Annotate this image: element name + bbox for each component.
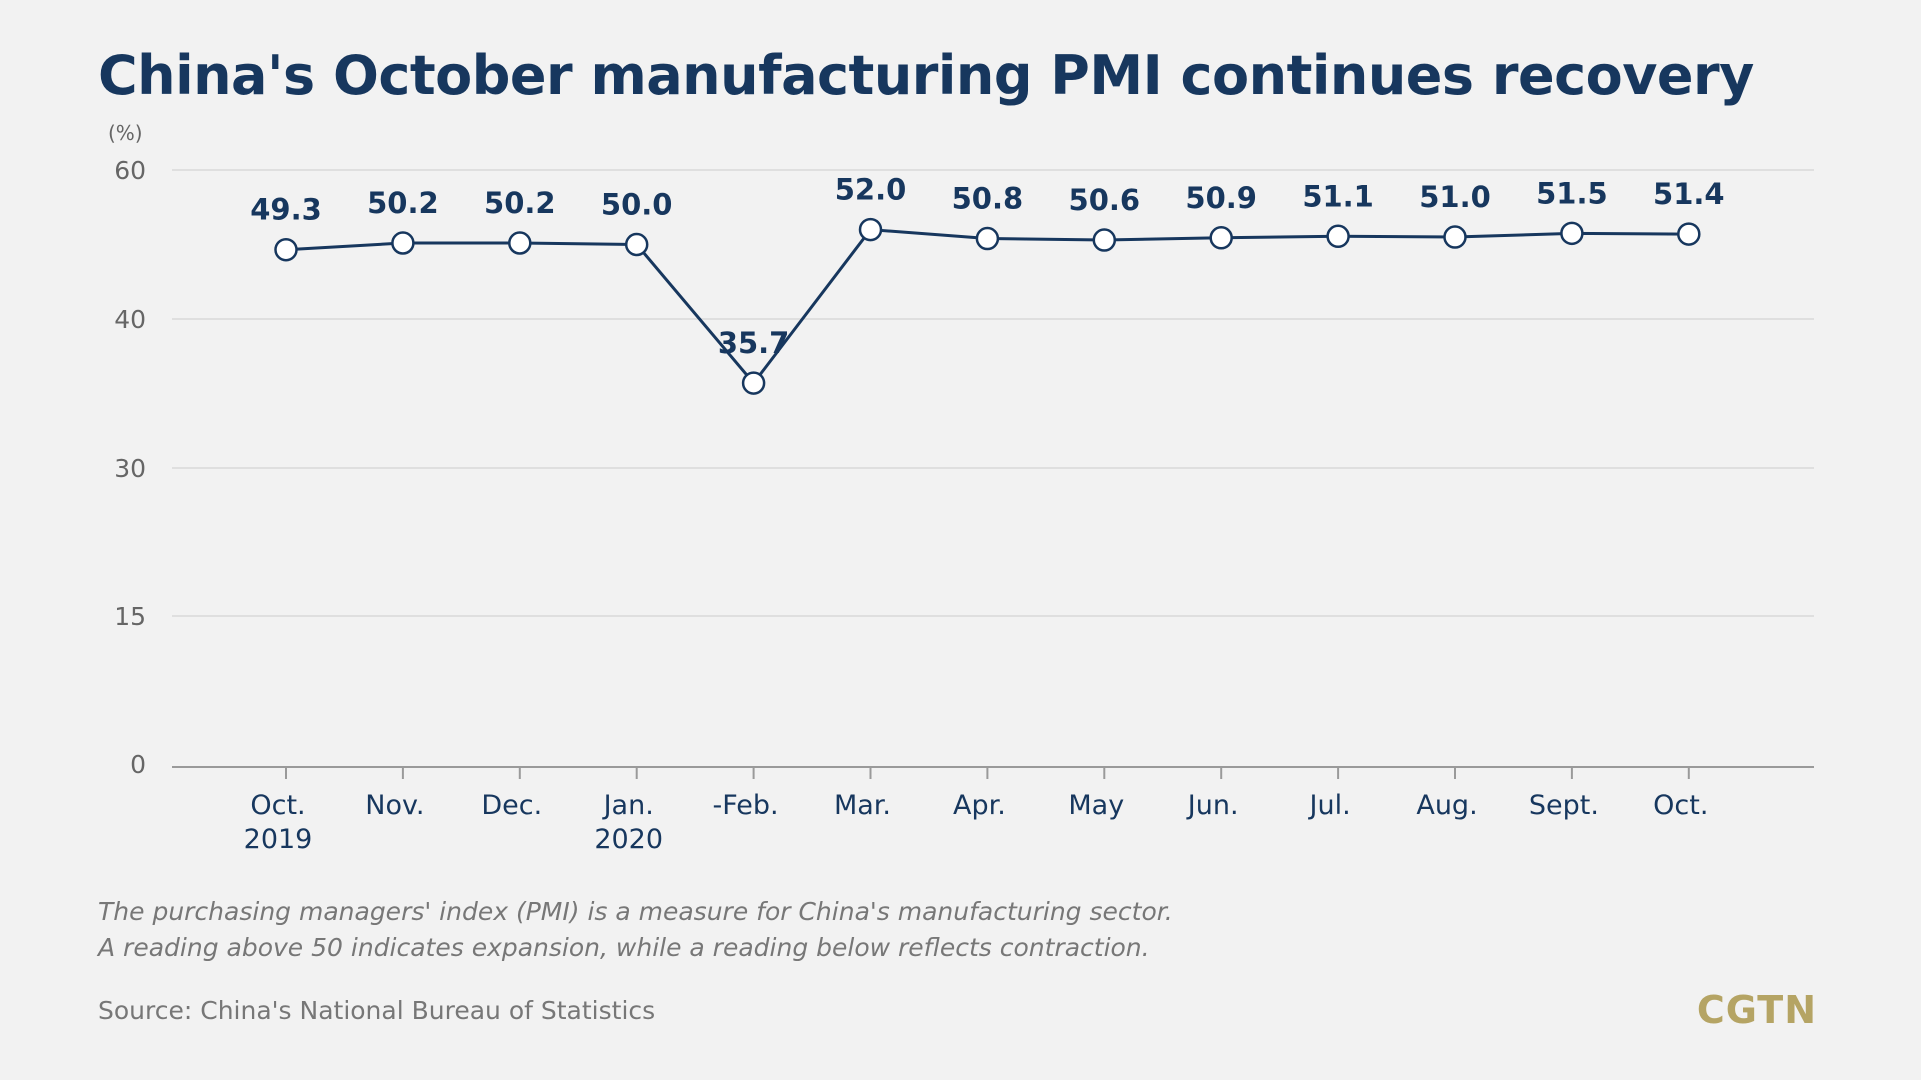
x-tick-label: Oct. (1653, 790, 1708, 821)
data-label: 51.5 (1536, 176, 1608, 210)
data-label: 51.1 (1302, 179, 1374, 213)
x-tick-label: Nov. (365, 790, 424, 821)
data-point (741, 371, 766, 395)
x-tick-label: Oct. 2019 (244, 790, 313, 855)
x-tick-label: May (1068, 790, 1124, 821)
data-point (1443, 225, 1467, 249)
chart-notes: The purchasing managers' index (PMI) is … (98, 894, 1173, 966)
y-tick-label: 40 (114, 305, 146, 334)
x-tick-label: Jun. (1186, 790, 1239, 821)
chart-title: China's October manufacturing PMI contin… (98, 44, 1754, 107)
data-point (975, 226, 1000, 251)
data-label: 35.7 (718, 326, 790, 360)
data-label: 49.3 (250, 193, 322, 227)
y-axis-ticks: 0 15 30 40 60 (114, 156, 146, 779)
data-label: 51.4 (1653, 177, 1725, 211)
y-tick-label: 15 (114, 602, 146, 631)
data-point (274, 237, 298, 262)
y-gridlines (172, 169, 1814, 617)
pmi-line-chart: (%) 0 15 30 40 60 Oct. 2019 Nov. Dec. Jan. 2020 -F… (108, 121, 1814, 855)
x-tick-label: Apr. (953, 790, 1006, 821)
data-point (1560, 221, 1584, 246)
data-point (1326, 224, 1350, 249)
source-text: Source: China's National Bureau of Stati… (98, 996, 656, 1025)
data-label: 50.2 (484, 186, 556, 220)
pmi-data-points (274, 217, 1701, 395)
data-point (624, 232, 649, 257)
data-point (858, 217, 883, 242)
data-point (1092, 228, 1117, 252)
y-axis-unit-label: (%) (108, 121, 143, 145)
data-label: 50.6 (1069, 183, 1141, 217)
data-label: 52.0 (835, 173, 907, 207)
pmi-series-line (285, 228, 1689, 385)
x-axis-ticks: Oct. 2019 Nov. Dec. Jan. 2020 -Feb. Mar. Apr. May… (244, 767, 1708, 855)
data-label: 51.0 (1419, 180, 1491, 214)
y-tick-label: 0 (130, 750, 146, 779)
y-tick-label: 60 (114, 156, 146, 185)
x-tick-label: -Feb. (713, 790, 779, 821)
data-point (1209, 226, 1233, 250)
pmi-data-labels: 49.3 50.2 50.2 50.0 35.7 52.0 50.8 50.6 50.9 51.1… (250, 173, 1724, 360)
x-tick-label: Mar. (834, 790, 891, 821)
data-label: 50.2 (367, 186, 439, 220)
cgtn-logo: CGTN (1696, 988, 1817, 1032)
y-tick-label: 30 (114, 454, 146, 483)
data-point (1677, 222, 1701, 246)
note-line-1: The purchasing managers' index (PMI) is … (98, 897, 1173, 926)
data-point (508, 231, 532, 255)
note-line-2: A reading above 50 indicates expansion, … (98, 933, 1150, 962)
x-tick-label: Dec. (481, 790, 542, 821)
x-tick-label: Jan. 2020 (594, 790, 663, 855)
x-tick-label: Jul. (1308, 790, 1351, 821)
data-point (391, 231, 415, 255)
x-tick-label: Aug. (1416, 790, 1477, 821)
data-label: 50.8 (952, 182, 1024, 216)
data-label: 50.0 (601, 188, 673, 222)
data-label: 50.9 (1185, 181, 1257, 215)
x-tick-label: Sept. (1529, 790, 1599, 821)
